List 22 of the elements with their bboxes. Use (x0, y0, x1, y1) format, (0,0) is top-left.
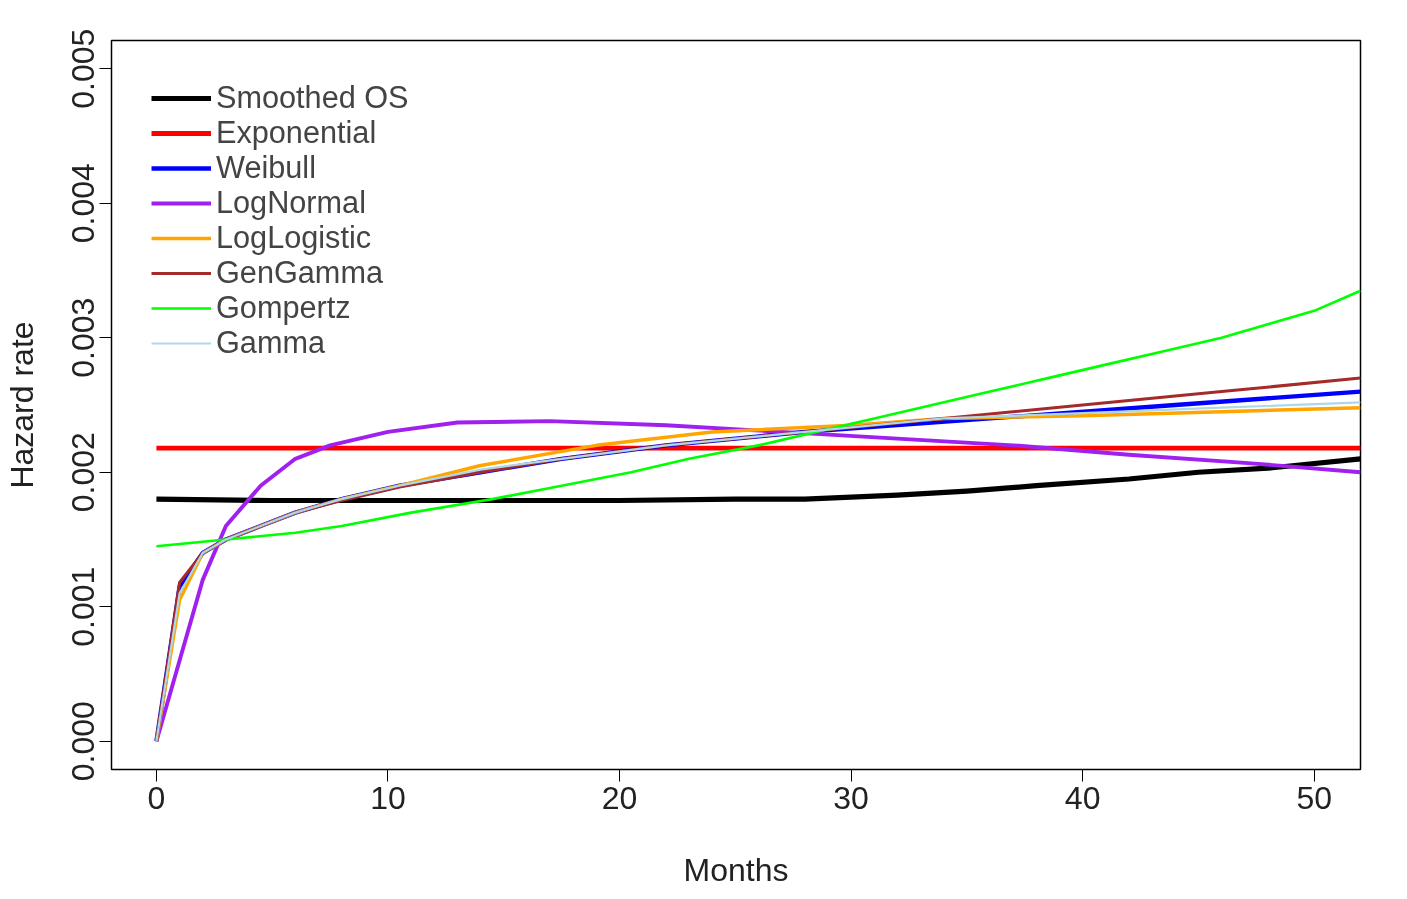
x-tick-label: 30 (833, 779, 869, 816)
x-tick-label: 10 (370, 779, 406, 816)
x-tick-label: 50 (1296, 779, 1332, 816)
legend-label: Weibull (216, 150, 316, 185)
legend-label: GenGamma (216, 255, 383, 290)
x-tick-label: 20 (601, 779, 638, 816)
x-axis-title: Months (683, 851, 789, 888)
legend-label: Gompertz (216, 290, 351, 325)
y-axis-title: Hazard rate (3, 321, 40, 489)
legend-label: LogLogistic (216, 220, 372, 255)
legend-label: LogNormal (216, 185, 366, 220)
x-tick-label: 40 (1064, 779, 1101, 816)
y-tick-label: 0.002 (65, 432, 102, 513)
y-tick-label: 0.000 (65, 701, 102, 782)
x-tick-label: 0 (147, 779, 166, 816)
y-tick-label: 0.005 (65, 28, 102, 109)
legend-label: Exponential (216, 115, 377, 150)
legend-label: Gamma (216, 325, 326, 360)
y-tick-label: 0.004 (65, 163, 102, 244)
legend-label: Smoothed OS (216, 80, 409, 115)
y-tick-label: 0.001 (65, 566, 102, 647)
y-tick-label: 0.003 (65, 297, 102, 378)
